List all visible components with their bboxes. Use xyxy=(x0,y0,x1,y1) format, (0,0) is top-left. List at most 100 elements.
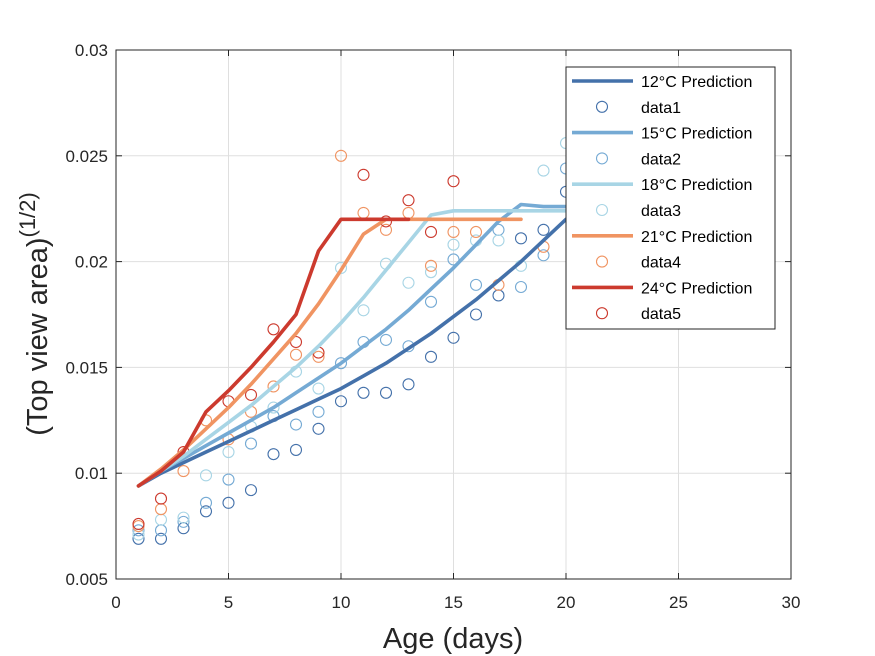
data2-point xyxy=(222,473,235,486)
data2-point xyxy=(469,278,483,291)
y-axis-label: (Top view area)(1/2) xyxy=(15,192,54,436)
data2-point xyxy=(177,515,190,528)
data4-point xyxy=(447,225,460,239)
legend-entry-label: 21°C Prediction xyxy=(641,229,752,246)
legend-entry-label: 12°C Prediction xyxy=(641,74,752,91)
legend-entry-label: data1 xyxy=(641,100,681,117)
x-tick-label: 25 xyxy=(669,593,688,612)
y-tick-label: 0.03 xyxy=(75,41,108,60)
data5-point xyxy=(267,323,280,336)
data4-point xyxy=(424,259,438,272)
data2-point xyxy=(379,333,393,346)
data4-point xyxy=(469,225,483,239)
15-c-prediction-line xyxy=(136,202,568,488)
data3-point xyxy=(334,261,348,274)
data3-point xyxy=(402,276,415,289)
data1-point xyxy=(379,386,393,399)
data2-point xyxy=(244,437,258,450)
data3-point xyxy=(267,401,280,414)
y-axis-label-main: (Top view area) xyxy=(22,238,54,436)
data1-point xyxy=(289,443,303,456)
data1-point xyxy=(514,232,528,245)
legend-marker-swatch xyxy=(595,203,609,217)
legend-marker-swatch xyxy=(595,152,609,165)
legend-entry-label: 24°C Prediction xyxy=(641,280,752,297)
x-axis-label: Age (days) xyxy=(383,623,523,655)
data3-point xyxy=(357,304,370,317)
legend: 12°C Prediction data1 15°C Prediction data2… xyxy=(565,66,776,330)
data1-point xyxy=(199,505,213,518)
y-axis-label-group: (Top view area)(1/2) xyxy=(15,192,54,436)
data1-point xyxy=(222,496,235,509)
data3-point xyxy=(312,382,325,395)
data1-point xyxy=(424,350,438,363)
legend-entry-label: 18°C Prediction xyxy=(641,177,752,194)
data1-point xyxy=(402,378,415,391)
data2-point xyxy=(289,418,303,431)
data2-point xyxy=(312,405,325,418)
data3-point xyxy=(447,238,460,251)
data1-point xyxy=(244,484,258,497)
data5-point xyxy=(424,225,438,239)
data2-point xyxy=(447,253,460,266)
y-tick-label: 0.025 xyxy=(65,147,108,166)
x-tick-label: 20 xyxy=(557,593,576,612)
legend-marker-swatch xyxy=(595,100,609,113)
legend-marker-swatch xyxy=(595,307,609,320)
data5-point xyxy=(154,492,168,505)
data1-point xyxy=(312,422,325,435)
y-tick-label: 0.015 xyxy=(65,358,108,377)
data5-point xyxy=(402,194,415,207)
data1-point xyxy=(447,331,460,344)
data4-point xyxy=(267,380,280,393)
data2-point xyxy=(514,280,528,294)
data1-point xyxy=(334,395,348,408)
data5-point xyxy=(447,175,460,188)
y-tick-label: 0.02 xyxy=(75,253,108,272)
data4-point xyxy=(177,465,190,478)
data2-point xyxy=(424,295,438,308)
data3-point xyxy=(537,164,550,177)
data1-point xyxy=(154,532,168,545)
data2-point xyxy=(199,496,213,509)
legend-entry-label: data4 xyxy=(641,255,681,272)
data1-point xyxy=(132,532,145,545)
series-layer xyxy=(132,137,573,545)
data2-point xyxy=(537,249,550,262)
x-tick-label: 10 xyxy=(332,593,351,612)
data5-point xyxy=(244,388,258,401)
legend-marker-swatch xyxy=(595,255,609,268)
12-c-prediction-line xyxy=(136,217,568,488)
x-tick-label: 5 xyxy=(224,593,233,612)
data4-point xyxy=(312,350,325,363)
legend-entry-label: 15°C Prediction xyxy=(641,126,752,143)
data3-point xyxy=(424,266,438,279)
data4-point xyxy=(289,348,303,361)
data1-point xyxy=(267,448,280,461)
data3-point xyxy=(199,469,213,482)
data1-point xyxy=(469,308,483,321)
y-tick-label: 0.01 xyxy=(75,464,108,483)
x-tick-label: 15 xyxy=(444,593,463,612)
y-axis-label-superscript: (1/2) xyxy=(15,192,40,237)
18-c-prediction-line xyxy=(136,209,568,488)
data3-point xyxy=(222,445,235,459)
24-c-prediction-line xyxy=(136,217,411,488)
data3-point xyxy=(492,234,505,247)
legend-box xyxy=(565,66,776,330)
x-tick-label: 0 xyxy=(111,593,120,612)
data2-point xyxy=(334,357,348,370)
legend-entry-label: data5 xyxy=(641,306,681,323)
21-c-prediction-line xyxy=(136,217,523,488)
ticks: 0 5 10 15 20 25 30 0.005 0.01 0.015 0.02 0.025 0.03 xyxy=(65,41,800,612)
data1-point xyxy=(357,386,370,399)
data4-point xyxy=(379,223,393,236)
legend-entry-label: data3 xyxy=(641,203,681,220)
data4-point xyxy=(334,149,348,162)
legend-entry-label: data2 xyxy=(641,151,681,168)
data3-point xyxy=(177,511,190,524)
data2-point xyxy=(132,524,145,537)
data5-point xyxy=(357,168,370,181)
y-tick-label: 0.005 xyxy=(65,570,108,589)
data5-point xyxy=(132,517,145,531)
